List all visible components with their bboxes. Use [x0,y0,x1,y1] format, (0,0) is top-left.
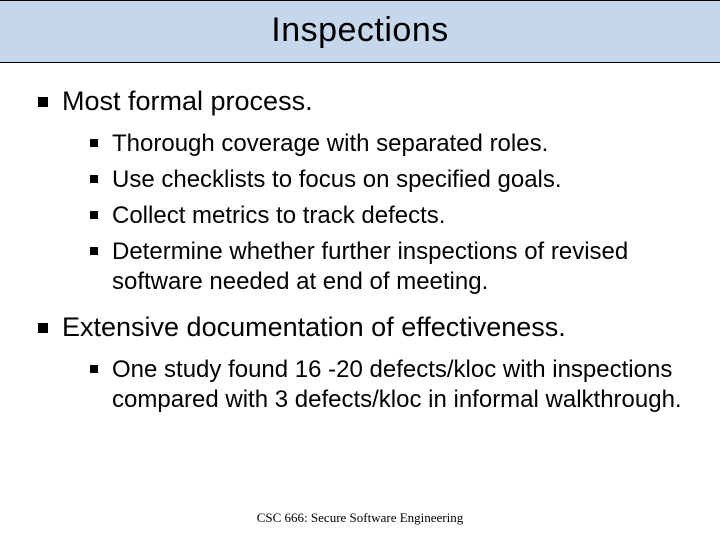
bullet-text: Collect metrics to track defects. [112,202,445,229]
slide-footer: CSC 666: Secure Software Engineering [0,510,720,526]
slide-content: Most formal process. Thorough coverage w… [0,63,720,415]
bullet-text: Thorough coverage with separated roles. [112,130,548,157]
bullet-text: Most formal process. [62,86,313,116]
bullet-text: Use checklists to focus on specified goa… [112,166,562,193]
list-item: One study found 16 -20 defects/kloc with… [90,355,684,415]
list-item: Use checklists to focus on specified goa… [90,165,684,195]
list-item: Determine whether further inspections of… [90,237,684,297]
bullet-text: Determine whether further inspections of… [112,238,628,295]
bullet-list-level1: Most formal process. Thorough coverage w… [36,85,684,415]
list-item: Extensive documentation of effectiveness… [36,311,684,415]
bullet-text: Extensive documentation of effectiveness… [62,312,566,342]
bullet-list-level2: Thorough coverage with separated roles. … [62,129,684,297]
slide-title: Inspections [271,11,449,49]
bullet-text: One study found 16 -20 defects/kloc with… [112,356,682,413]
title-band: Inspections [0,0,720,63]
slide: Inspections Most formal process. Thoroug… [0,0,720,540]
bullet-list-level2: One study found 16 -20 defects/kloc with… [62,355,684,415]
list-item: Most formal process. Thorough coverage w… [36,85,684,297]
list-item: Collect metrics to track defects. [90,201,684,231]
footer-text: CSC 666: Secure Software Engineering [257,510,464,525]
list-item: Thorough coverage with separated roles. [90,129,684,159]
